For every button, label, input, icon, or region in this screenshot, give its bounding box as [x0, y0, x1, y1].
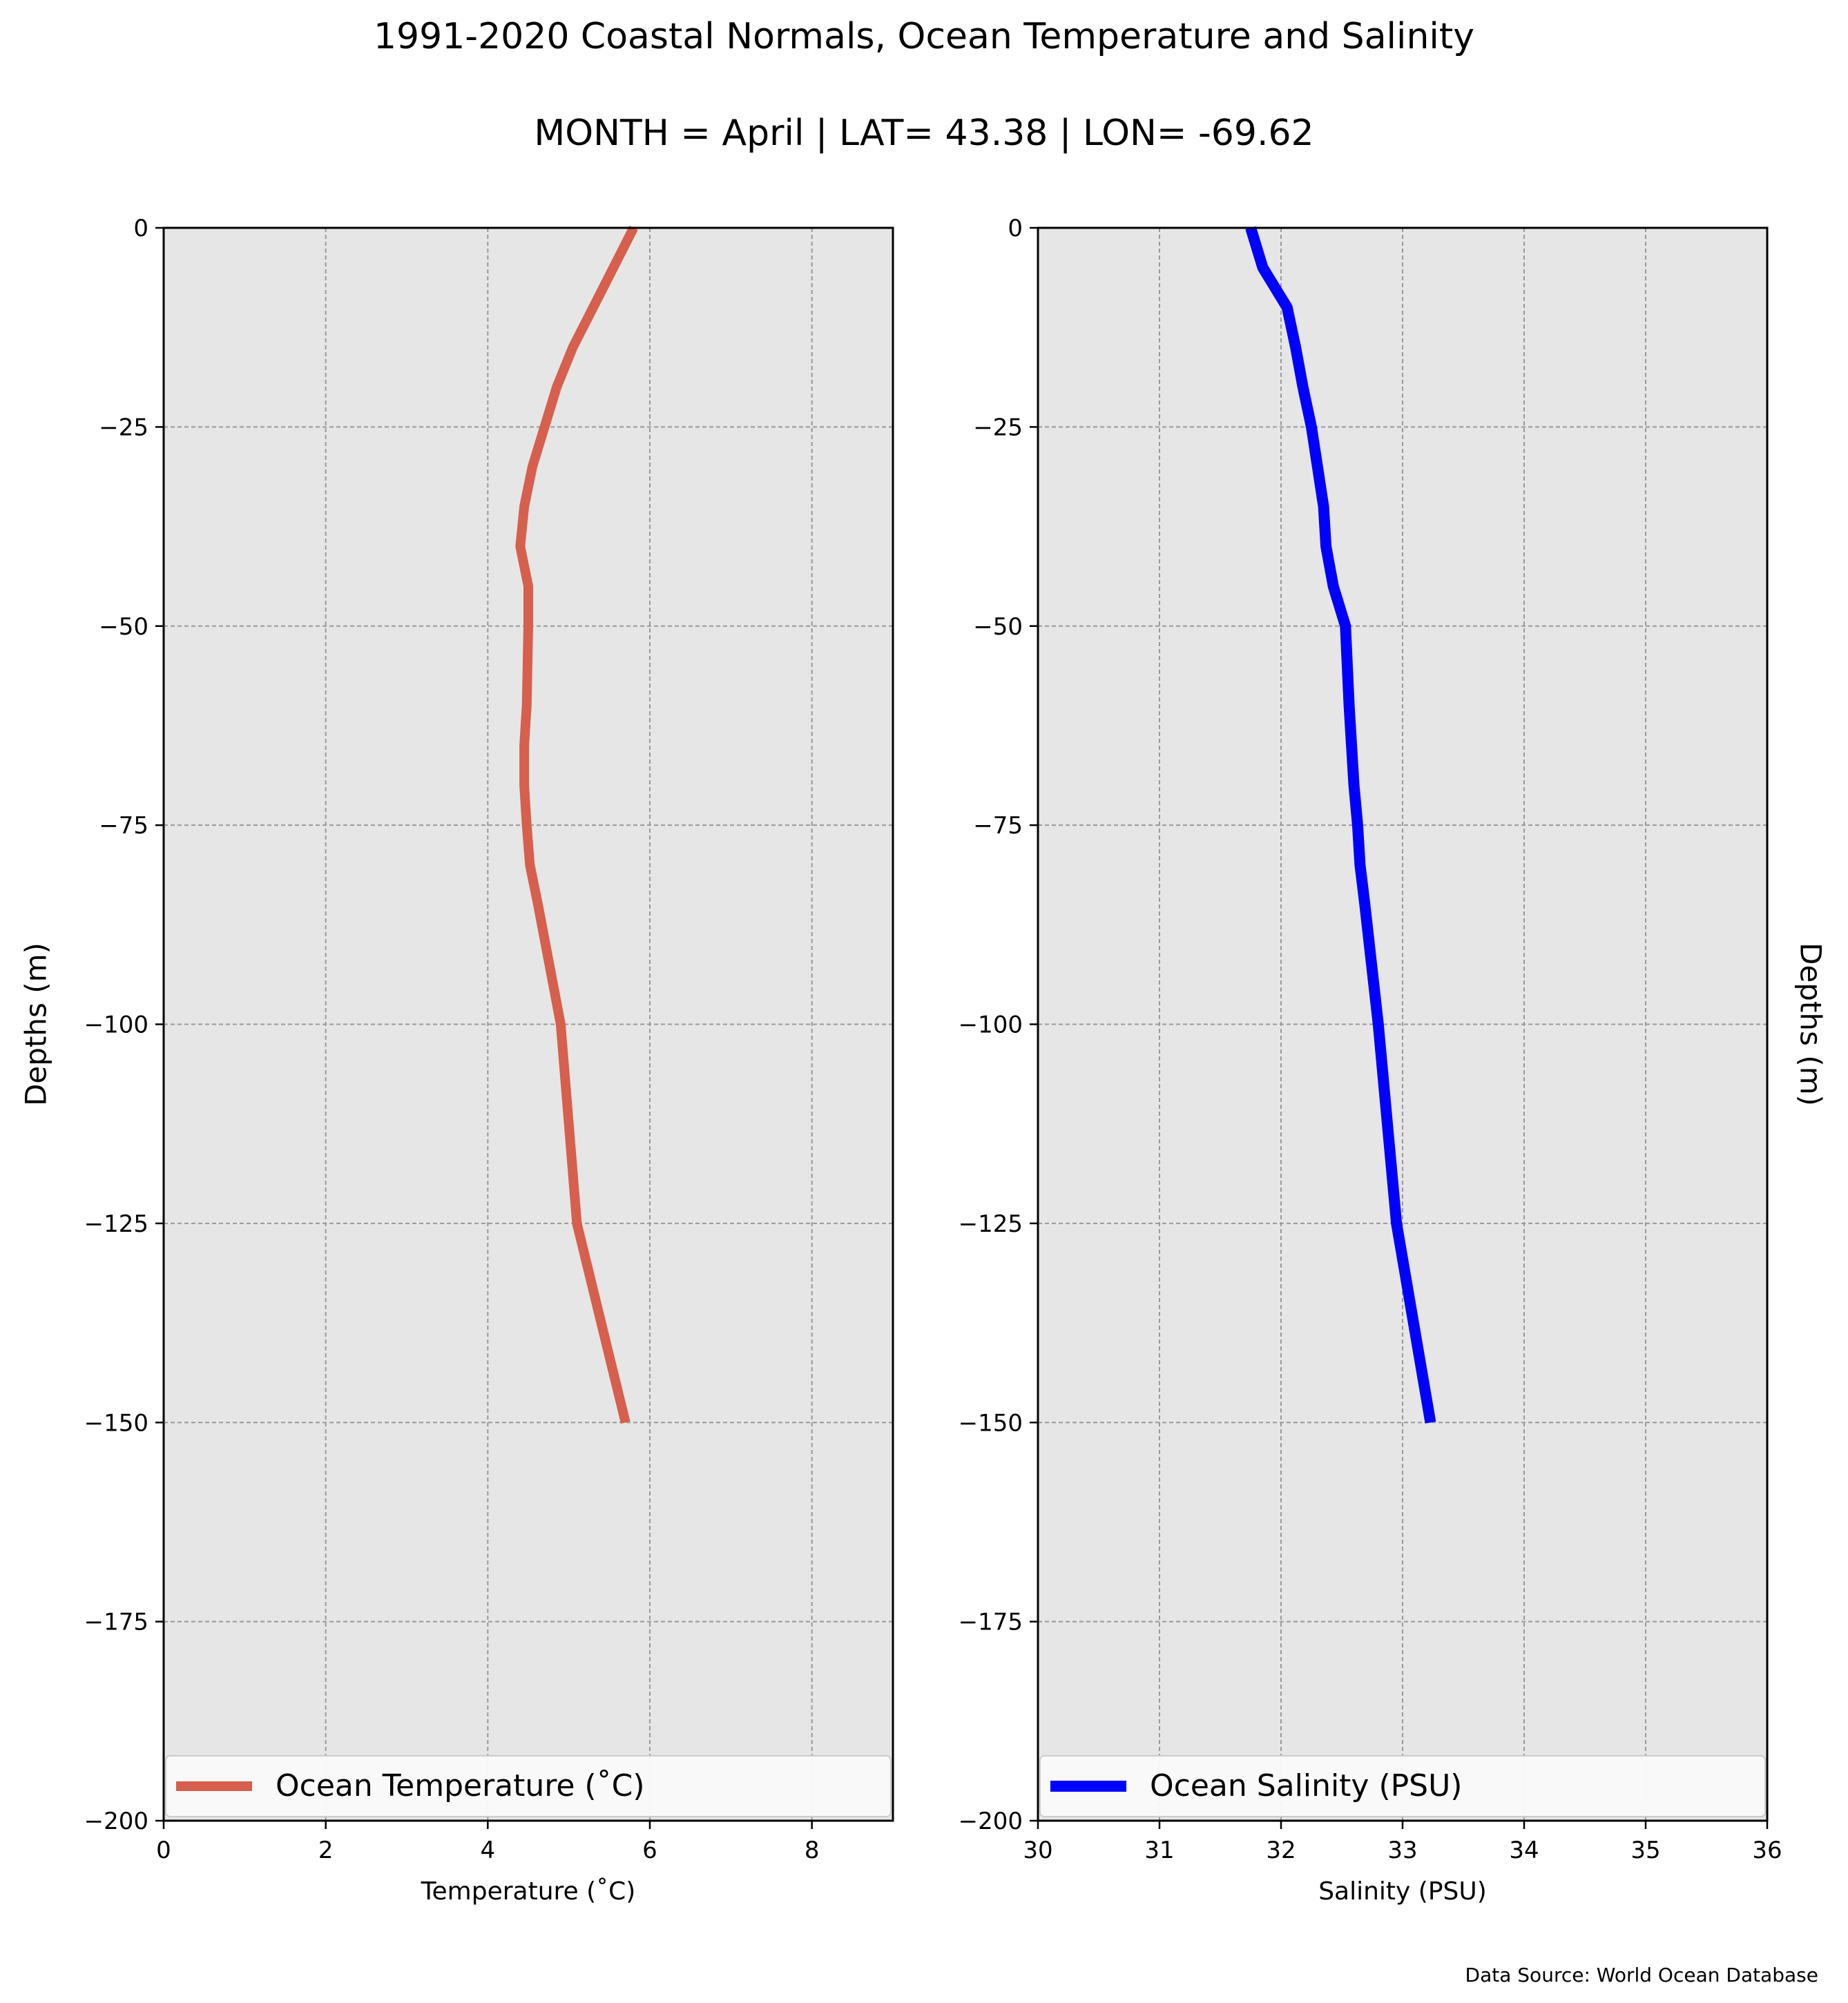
- salinity-panel: 30 31 32 33 34 35 36 0 −25 −50 −75 −100 −125 −150 −175…: [959, 215, 1828, 1906]
- temperature-legend-box: [165, 1755, 892, 1817]
- temperature-data-point: [560, 1024, 561, 1025]
- salinity-data-point: [1325, 545, 1327, 547]
- temperature-y-tick-label: −100: [84, 1012, 148, 1039]
- temperature-x-tick-label: 4: [481, 1837, 496, 1864]
- salinity-y-tick-label: −50: [973, 613, 1023, 641]
- temperature-data-point: [572, 347, 574, 348]
- temperature-y-tick-label: −175: [84, 1609, 148, 1636]
- temperature-panel: 0 2 4 6 8 0 −25 −50 −75 −100 −125 −150 −175 −200 Tempe…: [19, 215, 894, 1906]
- temperature-x-tick-label: 8: [805, 1837, 820, 1864]
- salinity-y-tick-label: −125: [959, 1210, 1023, 1238]
- salinity-data-point: [1323, 506, 1325, 507]
- salinity-data-point: [1351, 745, 1352, 746]
- salinity-x-tick-label: 36: [1752, 1837, 1782, 1864]
- temperature-data-point: [625, 1422, 626, 1423]
- salinity-legend-box: [1039, 1755, 1766, 1817]
- temperature-data-point: [528, 586, 529, 587]
- salinity-x-tick-label: 35: [1630, 1837, 1660, 1864]
- salinity-y-tick-label: −200: [959, 1808, 1023, 1835]
- temperature-x-tick-label: 0: [156, 1837, 171, 1864]
- salinity-y-tick-label: 0: [1008, 215, 1023, 242]
- salinity-data-point: [1262, 267, 1264, 269]
- salinity-y-tick-label: −175: [959, 1609, 1023, 1636]
- temperature-y-tick-label: −50: [99, 613, 148, 641]
- salinity-data-point: [1430, 1422, 1431, 1423]
- salinity-y-tick-label: −25: [973, 414, 1023, 441]
- temperature-x-axis-label: Temperature (˚C): [421, 1877, 636, 1906]
- salinity-x-tick-label: 30: [1023, 1837, 1052, 1864]
- temperature-x-tick-label: 2: [318, 1837, 334, 1864]
- salinity-x-tick-label: 32: [1266, 1837, 1296, 1864]
- temperature-y-tick-label: −75: [99, 812, 148, 840]
- salinity-x-axis-label: Salinity (PSU): [1318, 1877, 1487, 1906]
- salinity-y-tick-label: −100: [959, 1012, 1023, 1039]
- salinity-x-tick-label: 33: [1387, 1837, 1417, 1864]
- temperature-legend-label: Ocean Temperature (˚C): [276, 1768, 645, 1803]
- salinity-y-tick-label: −150: [959, 1409, 1023, 1437]
- temperature-data-point: [523, 745, 525, 746]
- temperature-series-line: [515, 225, 638, 1424]
- salinity-y-tick-label: −75: [973, 812, 1023, 840]
- temperature-y-axis-label: Depths (m): [19, 942, 53, 1106]
- figure-subtitle: MONTH = April | LAT= 43.38 | LON= -69.62: [534, 113, 1313, 154]
- salinity-x-tick-label: 34: [1509, 1837, 1539, 1864]
- temperature-data-point: [523, 506, 525, 507]
- temperature-legend: Ocean Temperature (˚C): [165, 1755, 892, 1817]
- temperature-y-tick-label: −125: [84, 1210, 148, 1238]
- temperature-data-point: [519, 545, 521, 547]
- temperature-data-point: [523, 784, 525, 786]
- salinity-legend: Ocean Salinity (PSU): [1039, 1755, 1766, 1817]
- temperature-data-point: [537, 904, 539, 905]
- salinity-y-axis-label: Depths (m): [1793, 942, 1827, 1106]
- salinity-series-line: [1245, 226, 1436, 1424]
- temperature-y-tick-label: −25: [99, 414, 148, 441]
- temperature-data-point: [613, 267, 614, 269]
- temperature-x-tick-label: 6: [642, 1837, 657, 1864]
- temperature-y-tick-label: −150: [84, 1409, 148, 1437]
- salinity-data-point: [1357, 824, 1358, 826]
- salinity-x-tick-label: 31: [1144, 1837, 1174, 1864]
- temperature-data-point: [526, 824, 528, 826]
- source-note: Data Source: World Ocean Database: [1465, 1964, 1818, 1986]
- temperature-y-tick-label: 0: [133, 215, 148, 242]
- figure-title: 1991-2020 Coastal Normals, Ocean Tempera…: [374, 16, 1474, 57]
- salinity-legend-label: Ocean Salinity (PSU): [1150, 1768, 1462, 1803]
- salinity-data-point: [1333, 586, 1334, 587]
- temperature-y-tick-label: −200: [84, 1808, 148, 1835]
